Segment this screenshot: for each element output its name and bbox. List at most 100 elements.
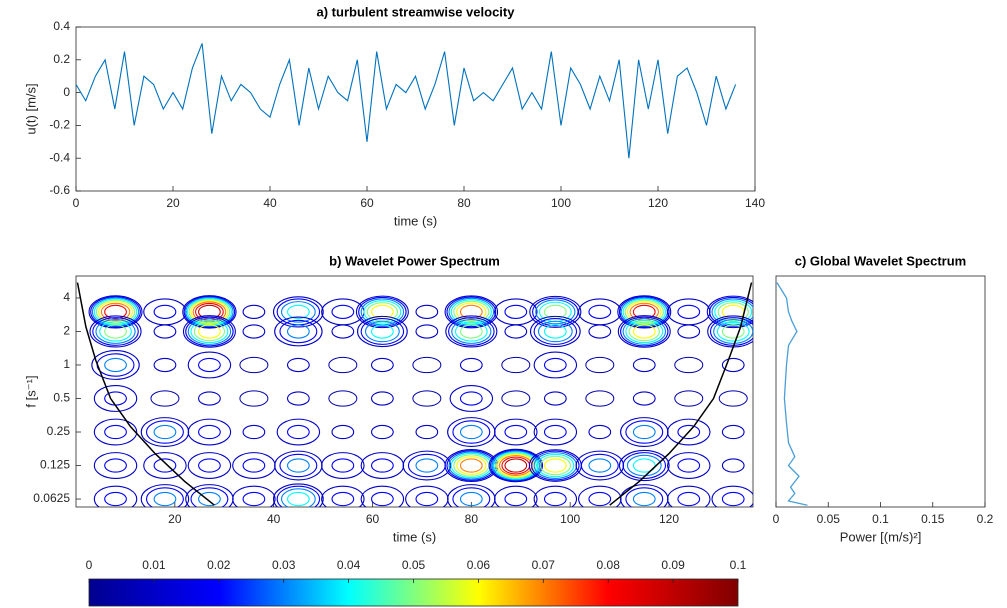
chart-title: b) Wavelet Power Spectrum <box>329 253 500 268</box>
colorbar-tick-label: 0.04 <box>337 558 361 572</box>
contour-line <box>618 296 670 328</box>
contour-line <box>239 390 269 407</box>
contour-line <box>95 299 136 325</box>
x-tick-label: 60 <box>366 512 380 526</box>
contour-line <box>494 485 538 507</box>
contour-line <box>145 420 184 444</box>
contour-line <box>104 357 127 373</box>
contour-line <box>543 458 567 473</box>
contour-line <box>286 324 310 339</box>
contour-line <box>140 484 190 507</box>
contour-line <box>625 420 664 444</box>
plot-area <box>775 275 986 508</box>
contour-line <box>721 458 745 473</box>
contour-line <box>459 304 483 320</box>
contour-line <box>153 304 177 320</box>
contour-line <box>370 424 394 440</box>
contour-line <box>280 488 316 507</box>
x-axis-label: time (s) <box>394 213 437 228</box>
contour-line <box>539 455 571 476</box>
contour-line <box>276 418 321 446</box>
contour-line <box>450 452 492 479</box>
x-tick-label: 60 <box>360 196 374 210</box>
contour-line <box>185 316 234 347</box>
contour-line <box>104 424 127 440</box>
contour-line <box>620 316 669 347</box>
contour-line <box>274 316 323 347</box>
x-tick-label: 0 <box>773 512 780 526</box>
contour-line <box>360 318 405 345</box>
contour-line <box>543 491 567 507</box>
contour-line <box>632 491 656 507</box>
x-tick-label: 0 <box>73 196 80 210</box>
contour-line <box>100 302 131 322</box>
contour-line <box>182 295 237 329</box>
y-tick-label: 2 <box>63 324 70 338</box>
contour-line <box>402 450 452 481</box>
contour-line <box>716 321 750 342</box>
y-tick-label: -0.2 <box>49 118 70 132</box>
contour-line <box>198 424 221 440</box>
contour-line <box>585 356 615 374</box>
contour-line <box>355 295 409 329</box>
contour-line <box>459 391 483 406</box>
x-axis-label: time (s) <box>393 529 436 544</box>
contour-line <box>93 418 138 446</box>
contour-line <box>370 491 394 507</box>
contour-line <box>153 458 177 473</box>
contour-line <box>537 320 573 343</box>
x-tick-label: 40 <box>263 196 277 210</box>
contour-line <box>415 458 439 473</box>
contour-line <box>153 324 177 339</box>
x-tick-label: 40 <box>267 512 281 526</box>
contour-line <box>543 357 567 373</box>
contour-line <box>153 357 177 373</box>
contour-line <box>286 357 310 373</box>
contour-line <box>444 295 499 329</box>
contour-line <box>360 485 405 507</box>
contour-line <box>190 300 229 324</box>
contour-line <box>412 390 442 407</box>
contour-line <box>543 324 567 339</box>
contour-line <box>504 458 528 473</box>
contour-line <box>459 458 483 473</box>
contour-line <box>529 295 582 328</box>
colorbar-tick-label: 0.09 <box>661 558 685 572</box>
contour-line <box>182 315 236 348</box>
contour-line <box>493 451 539 480</box>
contour-line <box>585 390 615 407</box>
contour-line <box>677 324 701 339</box>
contour-line <box>232 485 276 507</box>
contour-line <box>242 304 266 320</box>
contour-line <box>272 483 324 507</box>
y-tick-label: -0.4 <box>49 150 70 164</box>
contour-line <box>415 424 439 440</box>
colorbar-tick-label: 0.01 <box>142 558 166 572</box>
colorbar-tick-label: 0.1 <box>730 558 747 572</box>
contour-line <box>454 321 488 342</box>
contour-line <box>150 390 180 407</box>
contour-line <box>445 315 498 348</box>
contour-line <box>622 318 667 345</box>
contour-line <box>533 351 578 379</box>
contour-line <box>452 420 491 444</box>
y-axis-label: u(t) [m/s] <box>23 83 38 134</box>
contour-line <box>459 491 483 507</box>
contour-line <box>198 491 221 507</box>
contour-line <box>666 452 711 479</box>
contour-line <box>721 357 745 373</box>
colorbar-tick-label: 0.08 <box>597 558 621 572</box>
contour-line <box>272 296 324 328</box>
y-tick-label: 0.0625 <box>33 491 70 505</box>
contour-line <box>153 424 177 440</box>
contour-line <box>93 485 138 507</box>
x-tick-label: 20 <box>166 196 180 210</box>
contour-line <box>709 296 753 327</box>
contour-line <box>677 491 701 507</box>
x-tick-label: 80 <box>457 196 471 210</box>
contour-line <box>533 318 578 345</box>
contour-line <box>90 296 141 328</box>
contour-line <box>286 458 310 473</box>
contour-line <box>356 315 408 348</box>
